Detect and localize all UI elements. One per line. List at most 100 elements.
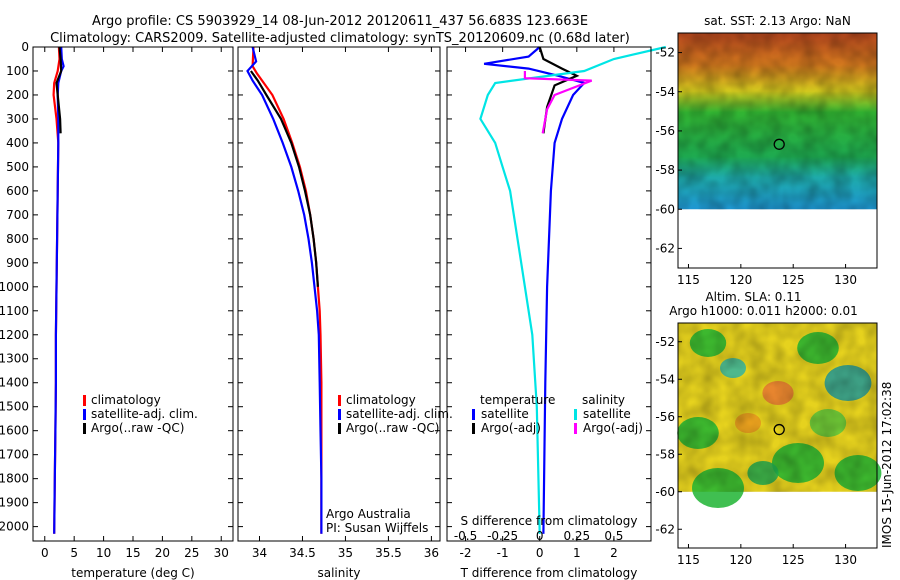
legend-swatch-salinity bbox=[574, 423, 577, 434]
profile-panel-salinity: 34 34.5 35 35.5 36 salinity bbox=[237, 46, 441, 580]
y-tick-label: 400 bbox=[6, 136, 29, 150]
map-y-tick-label: -56 bbox=[655, 124, 675, 138]
series-line-temperature-1 bbox=[53, 46, 65, 534]
legend-swatch-temperature bbox=[83, 423, 86, 434]
annotation-pi: PI: Susan Wijffels bbox=[326, 521, 428, 535]
y-tick-label: 1300 bbox=[0, 352, 29, 366]
x-tick-label-temperature: 25 bbox=[184, 546, 199, 560]
series-line-salinity-1 bbox=[246, 46, 323, 534]
x-tick-label-temperature: 30 bbox=[214, 546, 229, 560]
legend-title-salinity: salinity bbox=[582, 393, 625, 407]
legend-label-salinity: Argo(-adj) bbox=[583, 421, 643, 435]
profile-panel-temperature: 0 5 10 15 20 25 300100200300400500600700800900… bbox=[0, 40, 234, 580]
x-axis-label-temperature: temperature (deg C) bbox=[71, 566, 194, 580]
x-axis-label-salinity: salinity bbox=[317, 566, 360, 580]
map-title-sst: sat. SST: 2.13 Argo: NaN bbox=[704, 14, 851, 28]
series-line-difference-3 bbox=[523, 71, 593, 134]
legend-swatch-salinity bbox=[338, 423, 341, 434]
y-tick-label: 2000 bbox=[0, 520, 29, 534]
sst-heatmap-texture bbox=[678, 33, 877, 210]
x-tick-label-salinity-diff: 0.25 bbox=[563, 529, 590, 543]
map-x-tick-label: 130 bbox=[834, 273, 857, 287]
legend-label-temperature: Argo(-adj) bbox=[481, 421, 541, 435]
y-tick-label: 0 bbox=[21, 40, 29, 54]
map-y-tick-label: -52 bbox=[655, 335, 675, 349]
x-tick-label-temperature: 5 bbox=[70, 546, 78, 560]
legend-swatch-salinity bbox=[574, 409, 577, 420]
x-tick-label-salinity: 34.5 bbox=[289, 546, 316, 560]
map-y-tick-label: -56 bbox=[655, 410, 675, 424]
argo-location-marker bbox=[773, 138, 785, 150]
legend-label-salinity: climatology bbox=[346, 393, 416, 407]
x-tick-label-salinity-diff: -0.5 bbox=[454, 529, 477, 543]
plot-frame-difference bbox=[446, 46, 652, 542]
argo-location-marker bbox=[773, 423, 785, 436]
x-tick-label-salinity: 35.5 bbox=[375, 546, 402, 560]
plot-frame-temperature bbox=[32, 46, 234, 542]
y-tick-label: 1600 bbox=[0, 424, 29, 438]
series-line-difference-0 bbox=[483, 46, 587, 534]
y-tick-label: 500 bbox=[6, 160, 29, 174]
legend-swatch-salinity bbox=[338, 409, 341, 420]
legend-label-salinity: satellite-adj. clim. bbox=[346, 407, 453, 421]
y-tick-label: 1700 bbox=[0, 448, 29, 462]
map-x-tick-label: 120 bbox=[729, 273, 752, 287]
map-frame-sla-map bbox=[677, 322, 878, 549]
x-tick-label-salinity: 34 bbox=[252, 546, 267, 560]
x-tick-label-temperature: 20 bbox=[155, 546, 170, 560]
map-y-tick-label: -54 bbox=[655, 372, 675, 386]
y-tick-label: 1800 bbox=[0, 472, 29, 486]
legend-title-temperature: temperature bbox=[480, 393, 555, 407]
sla-heatmap-texture bbox=[678, 323, 877, 492]
x-tick-label-salinity: 35 bbox=[338, 546, 353, 560]
y-tick-label: 300 bbox=[6, 112, 29, 126]
map-frame-sst-map bbox=[677, 32, 878, 269]
y-tick-label: 1100 bbox=[0, 304, 29, 318]
legend-label-temperature: satellite-adj. clim. bbox=[91, 407, 198, 421]
map-y-tick-label: -58 bbox=[655, 447, 675, 461]
series-line-salinity-2 bbox=[250, 70, 319, 287]
plot-frame-salinity bbox=[237, 46, 441, 542]
legend-swatch-temperature bbox=[83, 395, 86, 406]
legend-label-salinity: Argo(..raw -QC) bbox=[346, 421, 439, 435]
map-x-tick-label: 125 bbox=[782, 273, 805, 287]
x-tick-label-salinity-diff: 0.5 bbox=[604, 529, 623, 543]
y-tick-label: 200 bbox=[6, 88, 29, 102]
header-line-1: Argo profile: CS 5903929_14 08-Jun-2012 … bbox=[92, 14, 588, 29]
y-tick-label: 1900 bbox=[0, 496, 29, 510]
map-y-tick-label: -58 bbox=[655, 163, 675, 177]
x-tick-label-temperature: 10 bbox=[96, 546, 111, 560]
header-line-2: Climatology: CARS2009. Satellite-adjuste… bbox=[50, 31, 630, 46]
x-tick-label-difference: 1 bbox=[573, 546, 581, 560]
x-tick-label-difference: 2 bbox=[610, 546, 618, 560]
legend-swatch-temperature bbox=[472, 423, 475, 434]
map-y-tick-label: -52 bbox=[655, 46, 675, 60]
x-tick-label-temperature: 0 bbox=[41, 546, 49, 560]
profile-panel-difference: -2 -1 0 1 2 T difference from climatology bbox=[446, 45, 667, 580]
series-line-salinity-0 bbox=[251, 46, 323, 534]
timestamp-stamp: IMOS 15-Jun-2012 17:02:38 bbox=[880, 382, 894, 548]
legend-label-temperature: Argo(..raw -QC) bbox=[91, 421, 184, 435]
x-axis-label-difference: T difference from climatology bbox=[460, 566, 638, 580]
map-x-tick-label: 115 bbox=[677, 273, 700, 287]
x-tick-label-difference: -1 bbox=[497, 546, 509, 560]
map-subtitle-sla: Argo h1000: 0.011 h2000: 0.01 bbox=[669, 304, 858, 318]
series-line-difference-2 bbox=[479, 45, 667, 534]
series-line-temperature-2 bbox=[55, 46, 63, 134]
map-panel-sla-map: 115 120 125 130 -52 -54 -56 -58 -60 -62 Altim. SLA… bbox=[655, 290, 882, 567]
y-tick-label: 1200 bbox=[0, 328, 29, 342]
x-axis-label-salinity-diff: S difference from climatology bbox=[461, 514, 638, 528]
y-tick-label: 600 bbox=[6, 184, 29, 198]
x-tick-label-salinity-diff: -0.25 bbox=[487, 529, 518, 543]
legend-label-salinity: satellite bbox=[583, 407, 631, 421]
x-tick-label-difference: 0 bbox=[536, 546, 544, 560]
x-tick-label-salinity: 36 bbox=[424, 546, 439, 560]
x-tick-label-salinity-diff: 0 bbox=[536, 529, 544, 543]
y-tick-label: 700 bbox=[6, 208, 29, 222]
map-y-tick-label: -60 bbox=[655, 202, 675, 216]
map-x-tick-label: 125 bbox=[782, 553, 805, 567]
legend-label-temperature: climatology bbox=[91, 393, 161, 407]
x-tick-label-temperature: 15 bbox=[125, 546, 140, 560]
